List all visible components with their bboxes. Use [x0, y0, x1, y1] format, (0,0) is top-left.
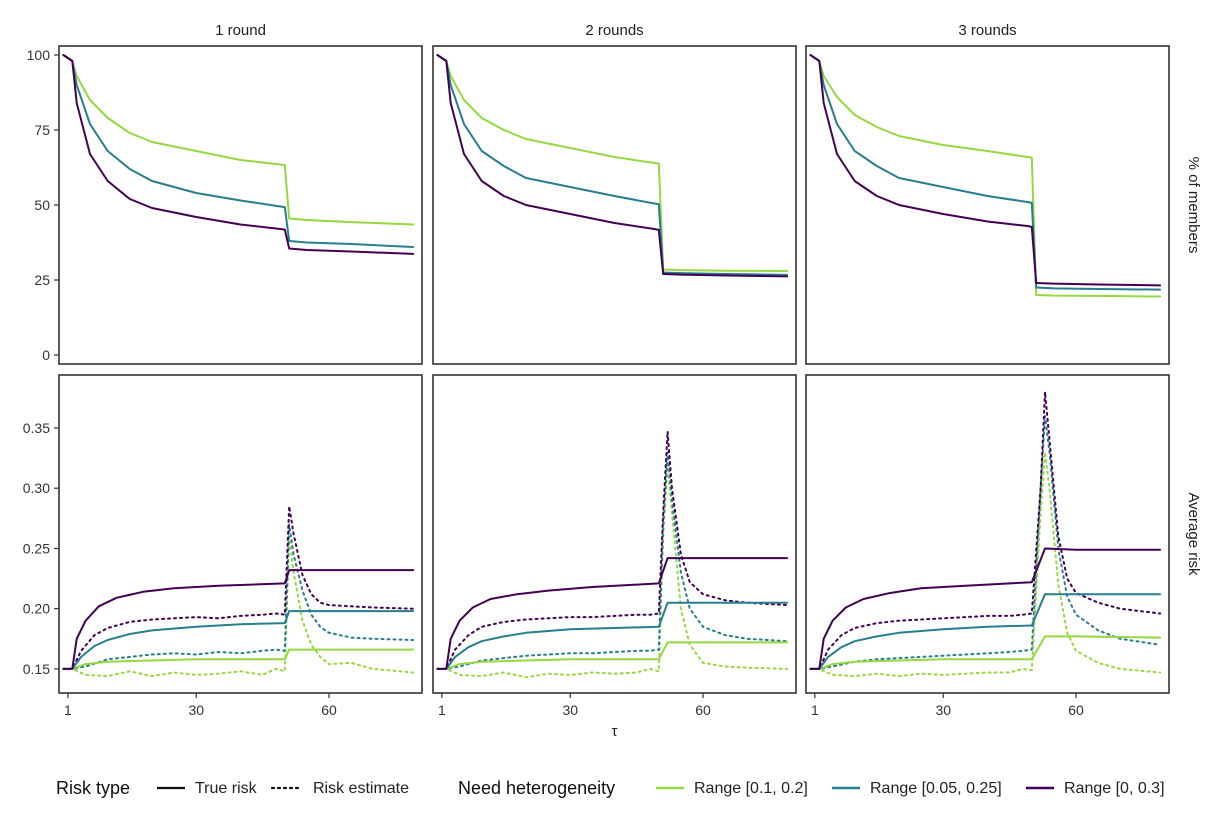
panel-background	[433, 375, 796, 693]
members-line-mid	[809, 54, 1162, 291]
true-risk-line-mid	[62, 610, 415, 670]
panel-background	[806, 46, 1169, 364]
panel	[432, 45, 797, 365]
risk-estimate-line-low	[62, 535, 415, 678]
legend-label-heterogeneity: Range [0.05, 0.25]	[870, 780, 1002, 797]
panel-border	[58, 374, 423, 694]
panel	[805, 374, 1170, 698]
column-strip-label: 3 rounds	[958, 22, 1016, 39]
panel	[54, 374, 423, 698]
y-tick-label: 100	[27, 47, 51, 63]
y-tick-label: 75	[34, 122, 50, 138]
members-line-high	[436, 54, 789, 278]
legend-label-heterogeneity: Range [0, 0.3]	[1064, 780, 1165, 797]
panel-border	[432, 45, 797, 365]
panel-background	[59, 375, 422, 693]
true-risk-line-high	[436, 557, 789, 670]
panel-background	[806, 375, 1169, 693]
x-tick-label: 60	[695, 702, 711, 718]
risk-estimate-line-high	[62, 505, 415, 670]
true-risk-line-high	[809, 547, 1162, 670]
members-line-low	[62, 54, 415, 226]
panel	[432, 374, 797, 698]
y-tick-label: 0.35	[23, 420, 50, 436]
members-line-low	[809, 54, 1162, 298]
x-tick-label: 1	[64, 702, 72, 718]
legend-label-risk-estimate: Risk estimate	[313, 780, 409, 797]
y-tick-label: 0.15	[23, 661, 50, 677]
panel-border	[805, 45, 1170, 365]
x-tick-label: 30	[562, 702, 578, 718]
y-tick-label: 50	[34, 197, 50, 213]
risk-estimate-line-mid	[62, 523, 415, 670]
panel	[805, 45, 1170, 365]
x-tick-label: 1	[438, 702, 446, 718]
true-risk-line-mid	[809, 593, 1162, 670]
panel-background	[433, 46, 796, 364]
x-tick-label: 1	[811, 702, 819, 718]
members-line-low	[436, 54, 789, 272]
members-line-high	[62, 54, 415, 255]
true-risk-line-low	[809, 635, 1162, 670]
true-risk-line-low	[436, 641, 789, 670]
legend-label-true-risk: True risk	[195, 780, 258, 797]
y-tick-label: 0.25	[23, 540, 50, 556]
y-tick-label: 0.30	[23, 480, 50, 496]
risk-estimate-line-low	[809, 451, 1162, 678]
true-risk-line-high	[62, 569, 415, 670]
column-strip-label: 1 round	[215, 22, 266, 39]
column-strip-label: 2 rounds	[585, 22, 643, 39]
panel-background	[59, 46, 422, 364]
members-line-mid	[436, 54, 789, 276]
x-tick-label: 30	[188, 702, 204, 718]
x-tick-label: 30	[935, 702, 951, 718]
y-tick-label: 0.20	[23, 601, 50, 617]
y-tick-label: 0	[42, 347, 50, 363]
true-risk-line-low	[62, 648, 415, 670]
risk-estimate-line-mid	[436, 451, 789, 670]
row-strip-label: Average risk	[1185, 492, 1202, 576]
x-tick-label: 60	[321, 702, 337, 718]
legend-title-heterogeneity: Need heterogeneity	[458, 778, 615, 798]
panel	[54, 45, 423, 365]
x-axis-title: τ	[612, 723, 618, 740]
risk-estimate-line-high	[436, 430, 789, 670]
panel-border	[432, 374, 797, 694]
members-line-mid	[62, 54, 415, 248]
y-tick-label: 25	[34, 272, 50, 288]
panel-border	[805, 374, 1170, 694]
true-risk-line-mid	[436, 601, 789, 670]
risk-estimate-line-low	[436, 463, 789, 679]
risk-estimate-line-high	[809, 390, 1162, 670]
legend-title-risk-type: Risk type	[56, 778, 130, 798]
members-line-high	[809, 54, 1162, 287]
x-tick-label: 60	[1068, 702, 1084, 718]
legend-label-heterogeneity: Range [0.1, 0.2]	[694, 780, 808, 797]
row-strip-label: % of members	[1185, 157, 1202, 254]
